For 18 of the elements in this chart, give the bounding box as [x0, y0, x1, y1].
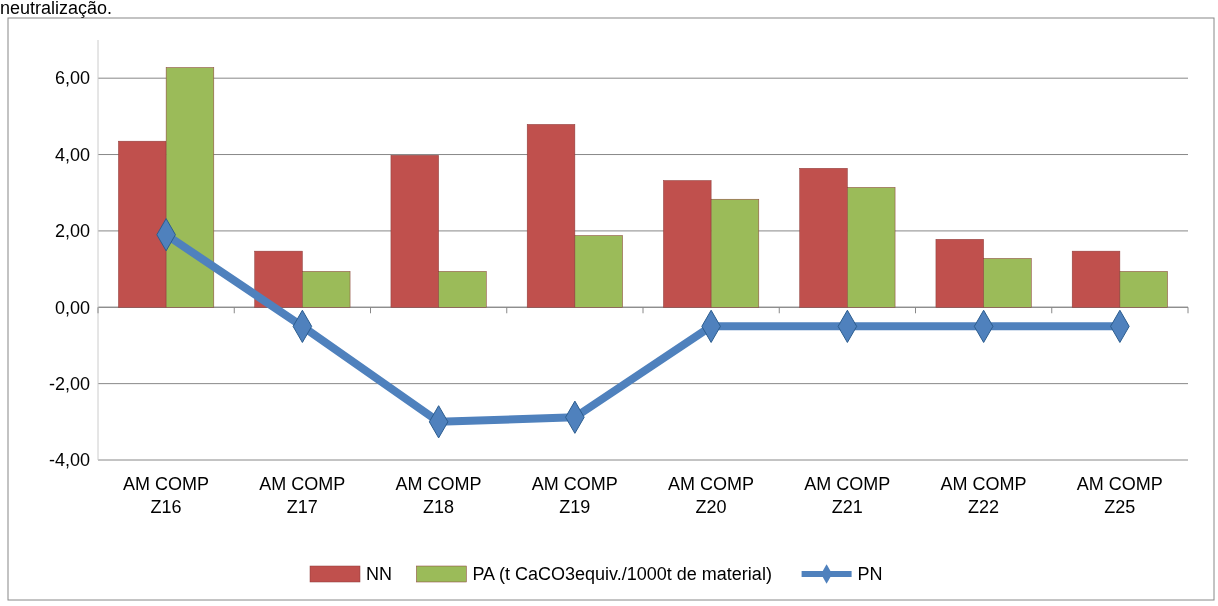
x-tick-label: AM COMP Z18: [395, 474, 482, 518]
x-tick-label: AM COMP Z20: [668, 474, 755, 518]
x-tick-label: AM COMP Z17: [259, 474, 346, 518]
x-tick-label: AM COMP Z21: [804, 474, 891, 518]
legend-label: NN: [366, 564, 392, 585]
x-tick-label: AM COMP Z19: [531, 474, 618, 518]
y-tick-label: 4,00: [54, 144, 90, 165]
y-tick-label: 0,00: [54, 297, 90, 318]
x-tick-label: AM COMP Z16: [123, 474, 210, 518]
y-tick-label: 2,00: [54, 221, 90, 242]
x-tick-label: AM COMP Z25: [1076, 474, 1163, 518]
legend-label: PN: [857, 564, 883, 585]
chart-title: neutralização.: [0, 0, 113, 18]
y-tick-label: -2,00: [48, 373, 90, 394]
y-tick-label: -4,00: [48, 450, 90, 471]
legend-label: PA (t CaCO3equiv./1000t de material): [472, 564, 772, 585]
y-tick-label: 6,00: [54, 68, 90, 89]
x-tick-label: AM COMP Z22: [940, 474, 1027, 518]
